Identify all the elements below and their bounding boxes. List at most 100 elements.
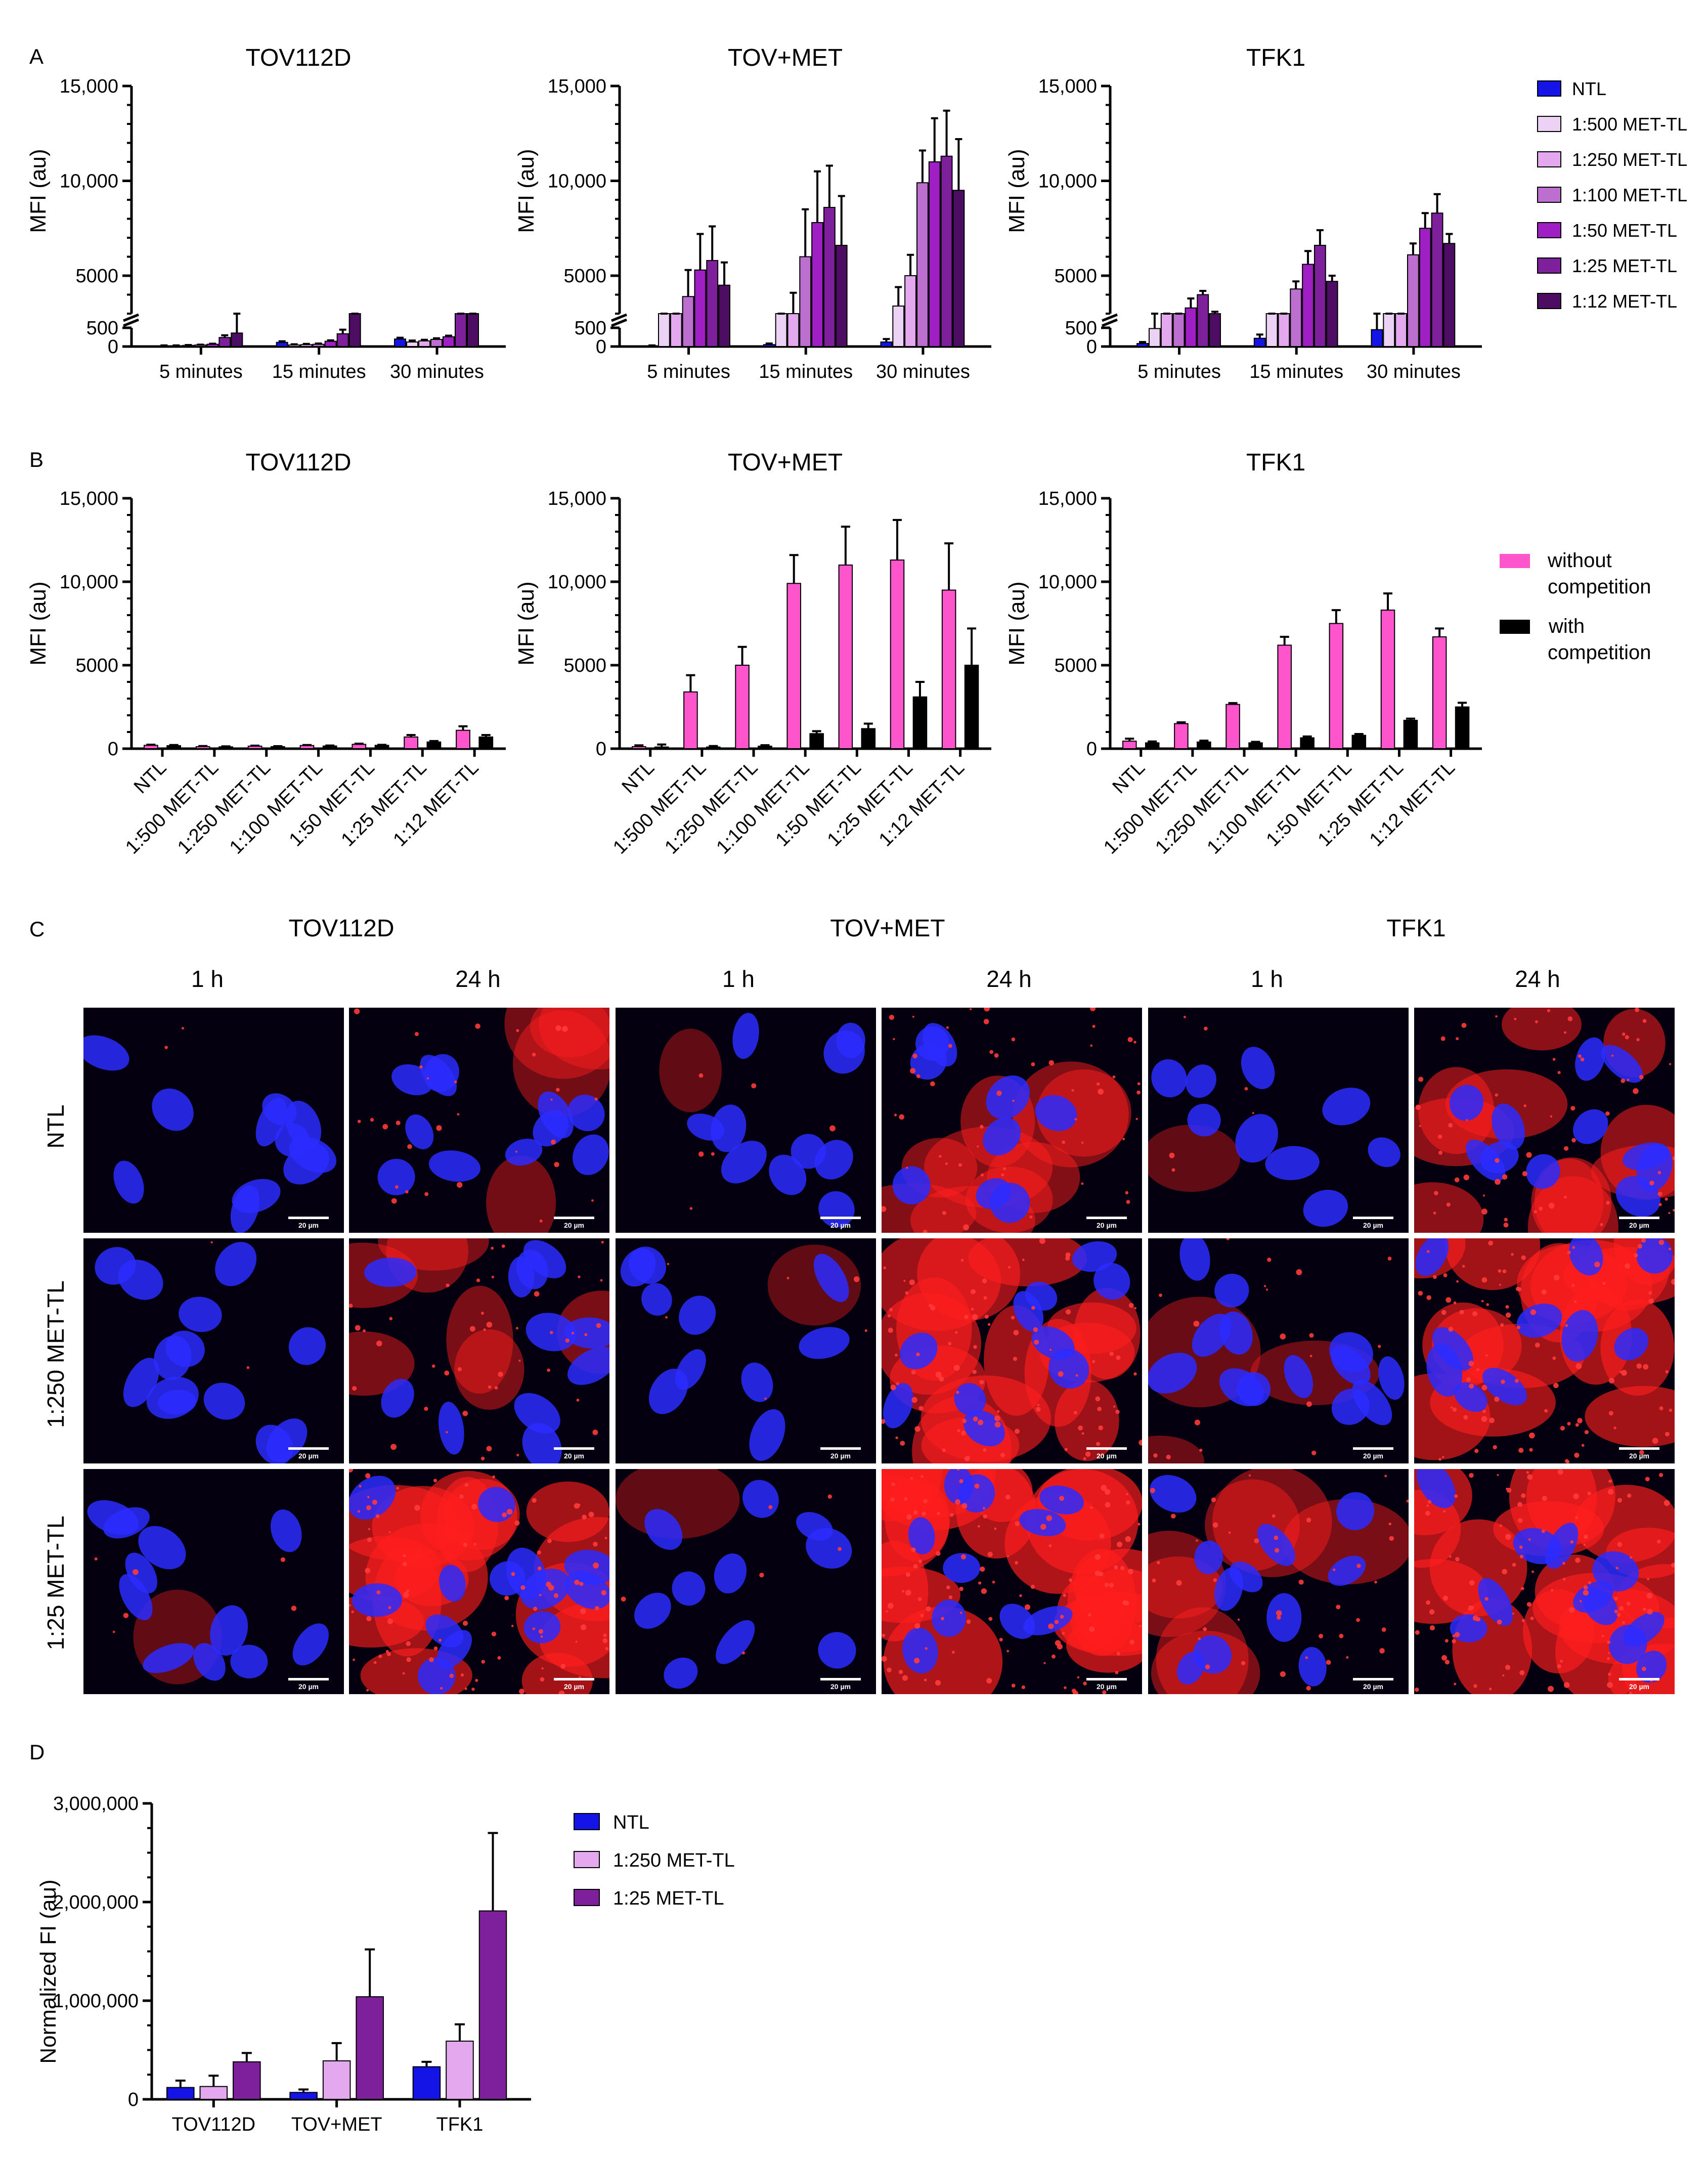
puncta	[1605, 1111, 1610, 1116]
puncta	[539, 1593, 542, 1596]
nucleus	[381, 1378, 414, 1418]
puncta	[1073, 1411, 1077, 1414]
puncta	[905, 1291, 909, 1295]
chart-title: TFK1	[1246, 45, 1305, 71]
puncta	[959, 1479, 964, 1484]
nucleus	[769, 1154, 807, 1195]
puncta	[980, 1566, 985, 1572]
x-tick-label: 30 minutes	[1367, 361, 1461, 382]
puncta	[414, 1504, 420, 1511]
puncta	[964, 1456, 970, 1461]
puncta	[1063, 1593, 1066, 1597]
puncta	[953, 1365, 960, 1371]
puncta	[1098, 1425, 1104, 1431]
puncta	[1567, 1016, 1573, 1021]
puncta	[1450, 1406, 1453, 1409]
nucleus	[1336, 1492, 1375, 1530]
puncta	[1646, 1577, 1650, 1580]
puncta	[979, 1379, 984, 1385]
puncta	[1521, 1493, 1526, 1498]
scale-bar	[820, 1217, 861, 1219]
panel-c-row-label-1-25: 1:25 MET-TL	[42, 1516, 69, 1650]
puncta	[913, 1658, 920, 1664]
nucleus	[664, 1657, 698, 1689]
puncta	[983, 1448, 987, 1452]
puncta	[558, 1691, 565, 1694]
puncta	[406, 1657, 411, 1662]
legend-swatch	[1500, 620, 1530, 634]
bar	[348, 313, 361, 347]
puncta	[372, 1499, 377, 1505]
puncta	[983, 1019, 989, 1024]
puncta	[439, 1638, 442, 1642]
puncta	[917, 1597, 922, 1601]
cytoplasm-signal	[504, 1008, 609, 1079]
puncta	[444, 1370, 450, 1376]
puncta	[891, 1482, 895, 1486]
scale-bar-label: 20 µm	[564, 1682, 584, 1691]
bar	[467, 313, 479, 347]
nucleus	[1328, 1556, 1366, 1586]
nucleus	[999, 1604, 1035, 1639]
puncta	[902, 1675, 908, 1681]
bar	[289, 2092, 318, 2100]
cytoplasm-signal	[539, 1008, 609, 1070]
puncta	[1485, 1354, 1488, 1357]
nucleus	[377, 1158, 415, 1195]
puncta	[1657, 1191, 1662, 1196]
scale-bar-label: 20 µm	[298, 1682, 319, 1691]
puncta	[1526, 1602, 1531, 1607]
nucleus	[908, 1517, 935, 1555]
cytoplasm-signal	[1036, 1069, 1131, 1157]
puncta	[547, 1538, 552, 1543]
puncta	[483, 1328, 486, 1331]
micrograph-r3-c1: 20 µm	[83, 1469, 344, 1694]
puncta	[1226, 1238, 1230, 1240]
puncta	[1616, 1613, 1621, 1617]
puncta	[1473, 1684, 1477, 1688]
puncta	[958, 1163, 962, 1167]
nucleus	[641, 1283, 672, 1316]
puncta	[982, 1278, 987, 1283]
puncta	[882, 1633, 886, 1637]
bar	[1265, 313, 1278, 347]
puncta	[181, 1027, 184, 1030]
puncta	[532, 1498, 537, 1503]
puncta	[1134, 1307, 1136, 1310]
puncta	[388, 1606, 391, 1609]
puncta	[1608, 1652, 1610, 1654]
puncta	[593, 1541, 598, 1547]
puncta	[1440, 1036, 1446, 1041]
bar	[426, 741, 442, 750]
puncta	[882, 1656, 887, 1662]
puncta	[1557, 1664, 1561, 1669]
micrograph-r1-c6: 20 µm	[1414, 1008, 1675, 1233]
puncta	[549, 1330, 553, 1334]
puncta	[977, 1145, 979, 1148]
puncta	[1094, 1554, 1101, 1560]
nucleus	[1592, 1551, 1639, 1591]
bar	[1185, 307, 1197, 347]
nucleus	[900, 1332, 938, 1369]
puncta	[1048, 1060, 1054, 1066]
puncta	[1166, 1454, 1171, 1460]
puncta	[894, 1353, 898, 1357]
bar	[1290, 288, 1302, 347]
nucleus	[417, 1657, 456, 1694]
nucleus	[1023, 1606, 1073, 1635]
puncta	[904, 1497, 908, 1501]
puncta	[593, 1562, 599, 1569]
puncta	[1493, 1445, 1497, 1450]
puncta	[1481, 1277, 1487, 1283]
puncta	[1088, 1613, 1091, 1617]
puncta	[1090, 1044, 1093, 1047]
puncta	[1081, 1141, 1084, 1144]
nucleus	[1193, 1635, 1232, 1674]
puncta	[1089, 1506, 1093, 1509]
x-tick-label: 1:500 MET-TL	[121, 757, 223, 858]
bar	[404, 736, 419, 750]
puncta	[1120, 1566, 1125, 1571]
puncta	[1159, 1293, 1162, 1297]
puncta	[905, 1167, 908, 1169]
cytoplasm-signal	[446, 1285, 513, 1394]
